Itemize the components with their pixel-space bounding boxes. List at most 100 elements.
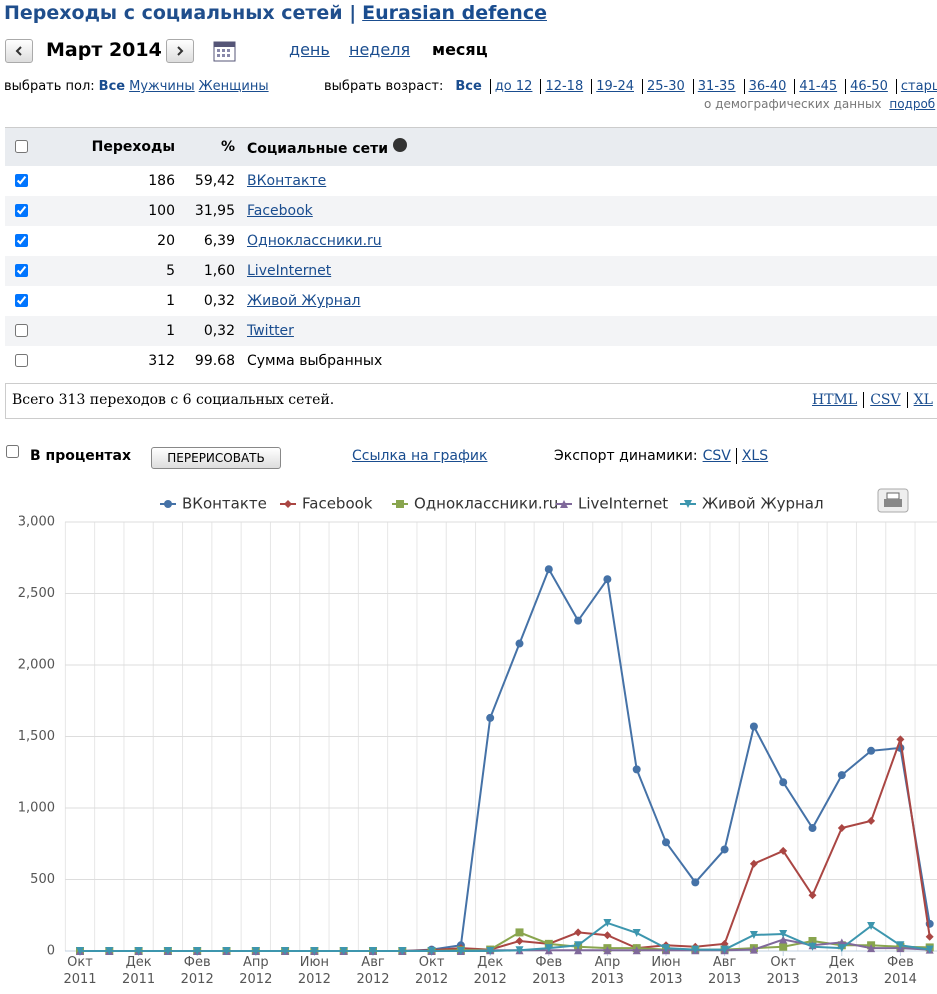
point (779, 935, 788, 944)
network[interactable]: Twitter (241, 316, 937, 346)
point (76, 947, 84, 955)
x-tick-label: Фев 2014 (883, 955, 917, 987)
visits: 186 (148, 173, 175, 189)
checkbox[interactable] (15, 264, 28, 277)
demo-link[interactable]: подроб (889, 97, 936, 111)
chart-link[interactable]: Ссылка на график (352, 448, 488, 464)
gender-option[interactable]: Все (98, 79, 126, 94)
note: о демографических данных (704, 97, 882, 111)
checkbox[interactable] (15, 204, 28, 217)
network[interactable]: LiveInternet (241, 256, 937, 286)
percent-checkbox[interactable] (6, 445, 19, 458)
checkbox[interactable] (15, 354, 28, 367)
export-link[interactable]: HTML (812, 392, 858, 408)
checkbox[interactable] (15, 140, 28, 153)
mode[interactable]: день (289, 40, 330, 59)
point (544, 565, 553, 574)
point (749, 722, 758, 731)
percent: 0,32 (181, 316, 241, 346)
table: Переходы% Социальные сети 186 59,42 ВКонтакт… (5, 127, 937, 376)
age-option[interactable]: 46-50 (845, 79, 892, 94)
legend-label: ВКонтакте (182, 495, 267, 513)
visits: 5 (39, 256, 181, 286)
point (662, 838, 670, 847)
point (163, 947, 172, 955)
calendar-icon[interactable] (213, 40, 236, 62)
x-tick-label: Окт 2012 (415, 955, 449, 987)
network: Сумма выбранных (247, 353, 383, 369)
site-link[interactable]: Eurasian defence (362, 2, 547, 24)
point (720, 845, 729, 854)
page-title: Переходы с социальных сетей | Eurasian de… (4, 2, 547, 24)
percent: 99.68 (194, 353, 235, 369)
legend-label: Живой Журнал (702, 495, 824, 513)
x-tick-label: Фев 2012 (180, 955, 214, 987)
label: выбрать возраст: (324, 79, 444, 94)
age-option[interactable]: до 12 (489, 79, 537, 94)
header-text: Социальные сети (247, 140, 389, 157)
point (808, 891, 817, 900)
point (896, 941, 905, 950)
point (574, 946, 583, 955)
title: Переходы с социальных сетей | (4, 2, 357, 24)
gender-option[interactable]: Женщины (198, 79, 269, 94)
network[interactable]: Одноклассники.ru (247, 233, 382, 249)
total: Всего 313 переходов с 6 социальных сетей… (12, 392, 335, 408)
age-option[interactable]: 36-40 (743, 79, 791, 94)
network[interactable]: Живой Журнал (247, 293, 361, 309)
next-button[interactable] (166, 39, 194, 63)
export-link[interactable]: XL (906, 392, 937, 408)
network[interactable]: Facebook (241, 196, 937, 226)
export-link[interactable]: XLS (735, 448, 774, 464)
point (684, 500, 692, 508)
point (837, 771, 846, 780)
point (779, 942, 788, 951)
mode[interactable]: месяц (432, 40, 488, 59)
age-option[interactable]: 41-45 (794, 79, 842, 94)
exports: HTML CSV XL (806, 392, 937, 408)
checkbox[interactable] (15, 234, 28, 247)
export-link[interactable]: CSV (863, 392, 907, 408)
checkbox[interactable] (15, 294, 28, 307)
checkbox[interactable] (15, 324, 28, 337)
point (398, 947, 407, 955)
age-option[interactable]: 25-30 (642, 79, 689, 94)
x-tick-label: Апр 2013 (590, 955, 624, 987)
age-option[interactable]: 19-24 (591, 79, 638, 94)
point (574, 941, 583, 950)
point (749, 930, 758, 939)
age-option[interactable]: 31-35 (692, 79, 740, 94)
legend-label: Facebook (302, 495, 373, 513)
age-option[interactable]: 12-18 (540, 79, 588, 94)
gender-option[interactable]: Мужчины (129, 79, 195, 94)
help-icon[interactable] (393, 137, 408, 152)
point (808, 824, 817, 833)
point (867, 944, 876, 953)
age-option[interactable]: старше (895, 79, 937, 94)
cell (5, 196, 39, 226)
age-option[interactable]: Все (455, 79, 482, 94)
gender-filter: выбрать пол: Все Мужчины Женщины (4, 79, 273, 94)
point (632, 946, 641, 955)
label: выбрать пол: (4, 79, 95, 94)
visits: 312 (148, 353, 175, 369)
row: 186 59,42 ВКонтакте (5, 166, 937, 196)
point (603, 575, 612, 584)
network[interactable]: ВКонтакте (247, 173, 327, 189)
point (339, 947, 348, 955)
mode[interactable]: неделя (349, 40, 411, 59)
label: Экспорт динамики: (554, 448, 698, 464)
prev-button[interactable] (5, 39, 33, 63)
cell (5, 286, 39, 316)
cell (5, 166, 39, 196)
x-tick-label: Апр 2012 (239, 955, 273, 987)
header-row: Переходы% Социальные сети (5, 127, 937, 166)
redraw-button[interactable]: ПЕРЕРИСОВАТЬ (151, 447, 281, 469)
point (837, 944, 846, 953)
checkbox[interactable] (15, 174, 28, 187)
point (925, 932, 934, 941)
print-button[interactable] (877, 488, 909, 514)
point (925, 945, 934, 954)
export-link[interactable]: CSV (702, 448, 731, 464)
